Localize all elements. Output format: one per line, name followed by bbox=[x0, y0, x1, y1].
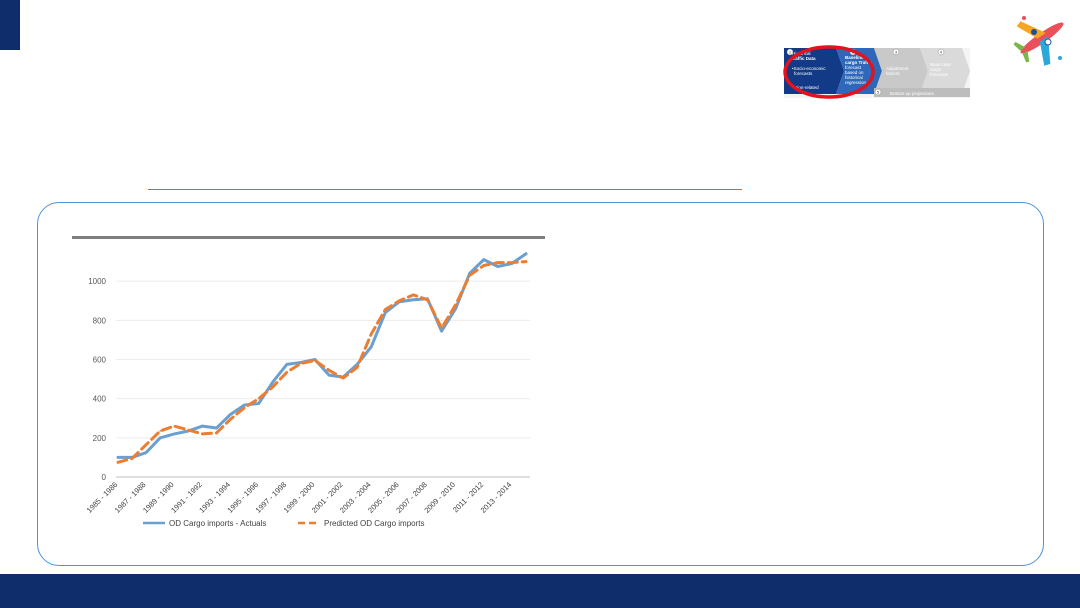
diagram-step2-line: historical bbox=[845, 75, 863, 80]
diagram-bottom-label: Bottom-up projections bbox=[890, 91, 935, 96]
data-point bbox=[497, 265, 499, 268]
cargo-imports-chart: 0 200 400 600 800 1000 1985 - 1986 1987 - 1988 1… bbox=[68, 232, 548, 538]
content-panel bbox=[37, 202, 1044, 566]
legend-label: OD Cargo imports - Actuals bbox=[169, 519, 266, 528]
chart-top-border bbox=[72, 236, 545, 239]
y-tick-label: 200 bbox=[93, 434, 107, 443]
data-point bbox=[525, 260, 527, 263]
legend-label: Predicted OD Cargo imports bbox=[324, 519, 424, 528]
data-point bbox=[482, 264, 485, 267]
diagram-step-number: 3 bbox=[895, 50, 898, 55]
process-diagram-thumbnail: Bottom-up projections Historical traffic… bbox=[782, 44, 972, 100]
data-point bbox=[201, 425, 204, 427]
data-point bbox=[243, 406, 246, 409]
title-underline bbox=[148, 189, 742, 190]
diagram-step3-line: factors bbox=[886, 71, 900, 76]
data-point bbox=[215, 427, 218, 429]
diagram-step4-line: Base case bbox=[930, 62, 952, 67]
data-point bbox=[257, 397, 260, 400]
diagram-step1-line: •ation-related bbox=[792, 85, 819, 90]
data-point bbox=[328, 369, 330, 372]
data-point bbox=[370, 333, 373, 335]
data-point bbox=[229, 413, 232, 416]
y-tick-label: 0 bbox=[102, 473, 107, 482]
data-point bbox=[342, 377, 344, 379]
data-point bbox=[271, 386, 274, 388]
data-point bbox=[454, 303, 457, 306]
diagram-step1-line: •Socio-economic bbox=[792, 66, 826, 71]
data-point bbox=[286, 371, 288, 374]
data-point bbox=[412, 298, 415, 301]
data-point bbox=[384, 308, 387, 311]
diagram-step-number: 5 bbox=[877, 90, 880, 95]
diagram-step4-line: cargo bbox=[930, 67, 942, 72]
data-point bbox=[229, 418, 232, 421]
data-point bbox=[215, 432, 218, 434]
data-point bbox=[314, 359, 316, 362]
data-point bbox=[370, 345, 373, 348]
data-point bbox=[257, 402, 260, 405]
data-point bbox=[243, 404, 246, 406]
data-point bbox=[398, 299, 401, 302]
data-point bbox=[511, 261, 513, 264]
data-point bbox=[173, 433, 176, 435]
diagram-step-number: 1 bbox=[789, 50, 792, 55]
diagram-step3-line: Adjustment bbox=[886, 66, 909, 71]
y-tick-label: 1000 bbox=[88, 277, 106, 286]
y-tick-label: 400 bbox=[93, 395, 107, 404]
data-point bbox=[159, 430, 162, 432]
data-point bbox=[117, 461, 119, 464]
data-point bbox=[173, 425, 176, 427]
data-point bbox=[468, 274, 471, 277]
y-tick-label: 800 bbox=[93, 316, 107, 325]
data-point bbox=[440, 330, 443, 332]
y-tick-label: 600 bbox=[93, 356, 107, 365]
data-point bbox=[300, 362, 302, 365]
data-point bbox=[159, 437, 162, 439]
data-point bbox=[426, 298, 429, 301]
data-point bbox=[525, 252, 527, 255]
data-point bbox=[117, 456, 119, 459]
data-point bbox=[201, 433, 204, 435]
highlight-circle bbox=[783, 45, 875, 99]
diagram-step2-line: cargo Traffic bbox=[845, 60, 873, 65]
data-point bbox=[440, 327, 443, 329]
data-point bbox=[286, 363, 288, 366]
diagram-step1-line: traffic Data bbox=[792, 56, 816, 61]
diagram-step2-line: regression bbox=[845, 80, 867, 85]
footer-bar bbox=[0, 574, 1080, 608]
data-point bbox=[145, 443, 147, 446]
diagram-step2-line: forecast bbox=[845, 65, 862, 70]
data-point bbox=[328, 374, 330, 376]
diagram-step1-line: forecasts bbox=[794, 71, 813, 76]
diagram-step4-line: forecasts bbox=[930, 72, 949, 77]
data-point bbox=[131, 457, 133, 460]
diagram-step2-line: based on bbox=[845, 70, 864, 75]
data-point bbox=[497, 261, 499, 264]
data-point bbox=[482, 258, 485, 261]
data-point bbox=[145, 451, 147, 454]
data-point bbox=[271, 381, 274, 383]
data-point bbox=[412, 294, 415, 296]
diagram-step2-line: Baseline bbox=[845, 55, 864, 60]
airplane-logo-icon bbox=[1012, 8, 1072, 68]
corner-accent bbox=[0, 0, 20, 50]
data-point bbox=[356, 366, 358, 369]
diagram-step-number: 4 bbox=[940, 50, 943, 55]
actuals-line bbox=[116, 252, 528, 459]
data-point bbox=[187, 429, 190, 431]
predicted-line bbox=[116, 260, 528, 464]
